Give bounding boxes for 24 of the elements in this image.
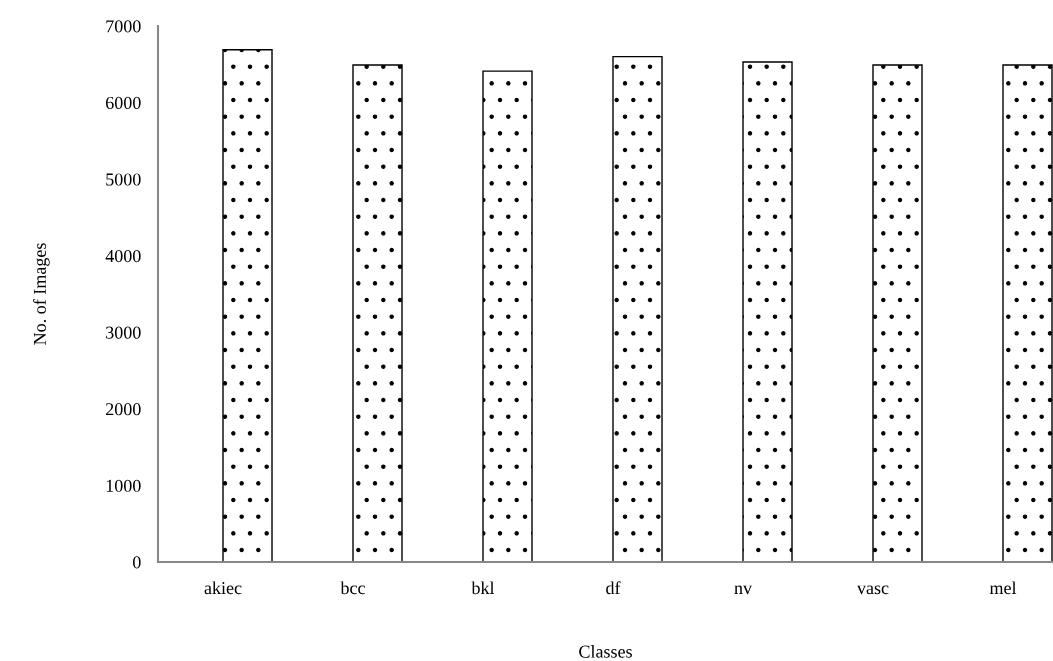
x-axis-title: Classes <box>579 645 632 658</box>
y-axis-title: No. of Images <box>33 243 50 345</box>
y-tick-label: 5000 <box>106 173 141 186</box>
y-tick-label: 3000 <box>106 326 141 339</box>
x-tick-label: df <box>606 581 621 595</box>
bar <box>1002 64 1053 562</box>
bar <box>222 49 273 562</box>
bar <box>872 64 923 562</box>
y-tick-label: 7000 <box>106 20 141 33</box>
x-tick-label: vasc <box>856 585 889 595</box>
y-tick-label: 1000 <box>106 479 141 492</box>
x-tick-label: akiec <box>204 581 242 595</box>
y-tick-label: 6000 <box>106 96 141 110</box>
y-tick-label: 4000 <box>105 249 141 263</box>
bar <box>482 70 533 562</box>
x-tick-label: bkl <box>471 581 495 595</box>
y-tick-label: 2000 <box>106 403 141 416</box>
bar <box>352 64 403 562</box>
y-tick-label: 0 <box>132 556 141 569</box>
bar <box>742 61 793 562</box>
x-tick-label: nv <box>734 585 753 595</box>
bar <box>612 55 663 562</box>
x-tick-label: mel <box>989 581 1017 595</box>
x-tick-label: bcc <box>340 581 365 595</box>
